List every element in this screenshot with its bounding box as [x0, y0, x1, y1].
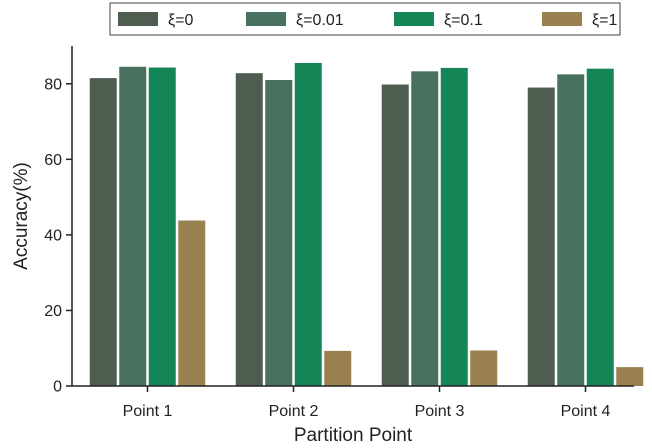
y-tick-label: 20 [44, 303, 62, 320]
legend-swatch [118, 12, 158, 26]
bar [295, 63, 322, 386]
y-tick-label: 80 [44, 76, 62, 93]
y-tick-label: 0 [53, 379, 62, 396]
bars [90, 63, 644, 386]
bar [587, 69, 614, 386]
legend-label: ξ=0 [168, 12, 194, 29]
bar [90, 78, 117, 386]
bar [236, 73, 263, 386]
y-tick-label: 60 [44, 152, 62, 169]
legend-label: ξ=0.01 [296, 12, 344, 29]
legend-label: ξ=0.1 [444, 12, 483, 29]
y-axis-label: Accuracy(%) [11, 162, 32, 270]
y-ticks: 0 20 40 60 80 [44, 76, 72, 395]
bar [149, 68, 176, 386]
x-ticks: Point 1 Point 2 Point 3 Point 4 [123, 386, 611, 420]
x-axis-label: Partition Point [294, 425, 413, 446]
bar [470, 350, 497, 386]
x-tick-label: Point 4 [561, 403, 611, 420]
bar [324, 351, 351, 386]
x-tick-label: Point 3 [415, 403, 465, 420]
bar [441, 68, 468, 386]
legend: ξ=0 ξ=0.01 ξ=0.1 ξ=1 [110, 3, 620, 35]
bar [411, 71, 438, 386]
legend-label: ξ=1 [592, 12, 618, 29]
bar [382, 85, 409, 386]
bar [265, 80, 292, 386]
y-tick-label: 40 [44, 227, 62, 244]
bar [528, 88, 555, 386]
bar [557, 74, 584, 386]
bar [178, 221, 205, 386]
bar [119, 67, 146, 386]
x-tick-label: Point 2 [269, 403, 319, 420]
legend-swatch [394, 12, 434, 26]
legend-swatch [542, 12, 582, 26]
x-tick-label: Point 1 [123, 403, 173, 420]
bar [616, 367, 643, 386]
legend-swatch [246, 12, 286, 26]
